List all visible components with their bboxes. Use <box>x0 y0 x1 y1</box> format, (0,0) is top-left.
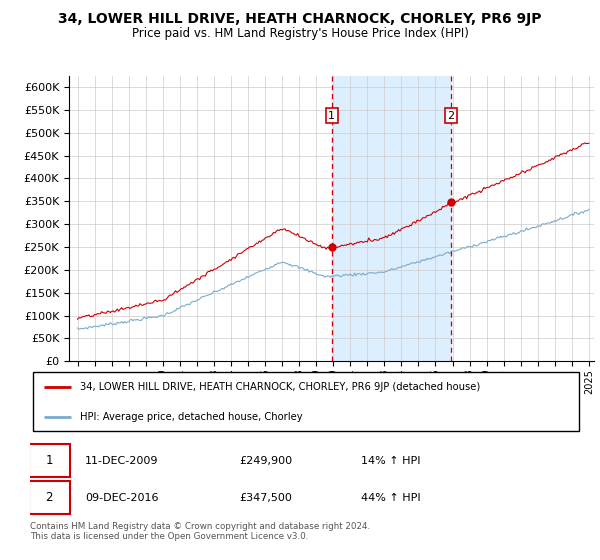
Text: 1: 1 <box>46 454 53 467</box>
Text: £347,500: £347,500 <box>240 493 293 503</box>
Text: 44% ↑ HPI: 44% ↑ HPI <box>361 493 421 503</box>
Text: 2: 2 <box>46 491 53 504</box>
Text: Price paid vs. HM Land Registry's House Price Index (HPI): Price paid vs. HM Land Registry's House … <box>131 27 469 40</box>
FancyBboxPatch shape <box>33 372 579 431</box>
FancyBboxPatch shape <box>29 444 70 477</box>
Text: 11-DEC-2009: 11-DEC-2009 <box>85 456 158 466</box>
Text: 34, LOWER HILL DRIVE, HEATH CHARNOCK, CHORLEY, PR6 9JP (detached house): 34, LOWER HILL DRIVE, HEATH CHARNOCK, CH… <box>80 382 480 392</box>
Text: HPI: Average price, detached house, Chorley: HPI: Average price, detached house, Chor… <box>80 412 302 422</box>
Text: 2: 2 <box>448 110 455 120</box>
Text: 1: 1 <box>328 110 335 120</box>
Text: Contains HM Land Registry data © Crown copyright and database right 2024.
This d: Contains HM Land Registry data © Crown c… <box>30 522 370 542</box>
Text: 09-DEC-2016: 09-DEC-2016 <box>85 493 158 503</box>
Text: 34, LOWER HILL DRIVE, HEATH CHARNOCK, CHORLEY, PR6 9JP: 34, LOWER HILL DRIVE, HEATH CHARNOCK, CH… <box>58 12 542 26</box>
FancyBboxPatch shape <box>29 481 70 514</box>
Text: £249,900: £249,900 <box>240 456 293 466</box>
Bar <box>332 76 451 361</box>
Text: 14% ↑ HPI: 14% ↑ HPI <box>361 456 421 466</box>
